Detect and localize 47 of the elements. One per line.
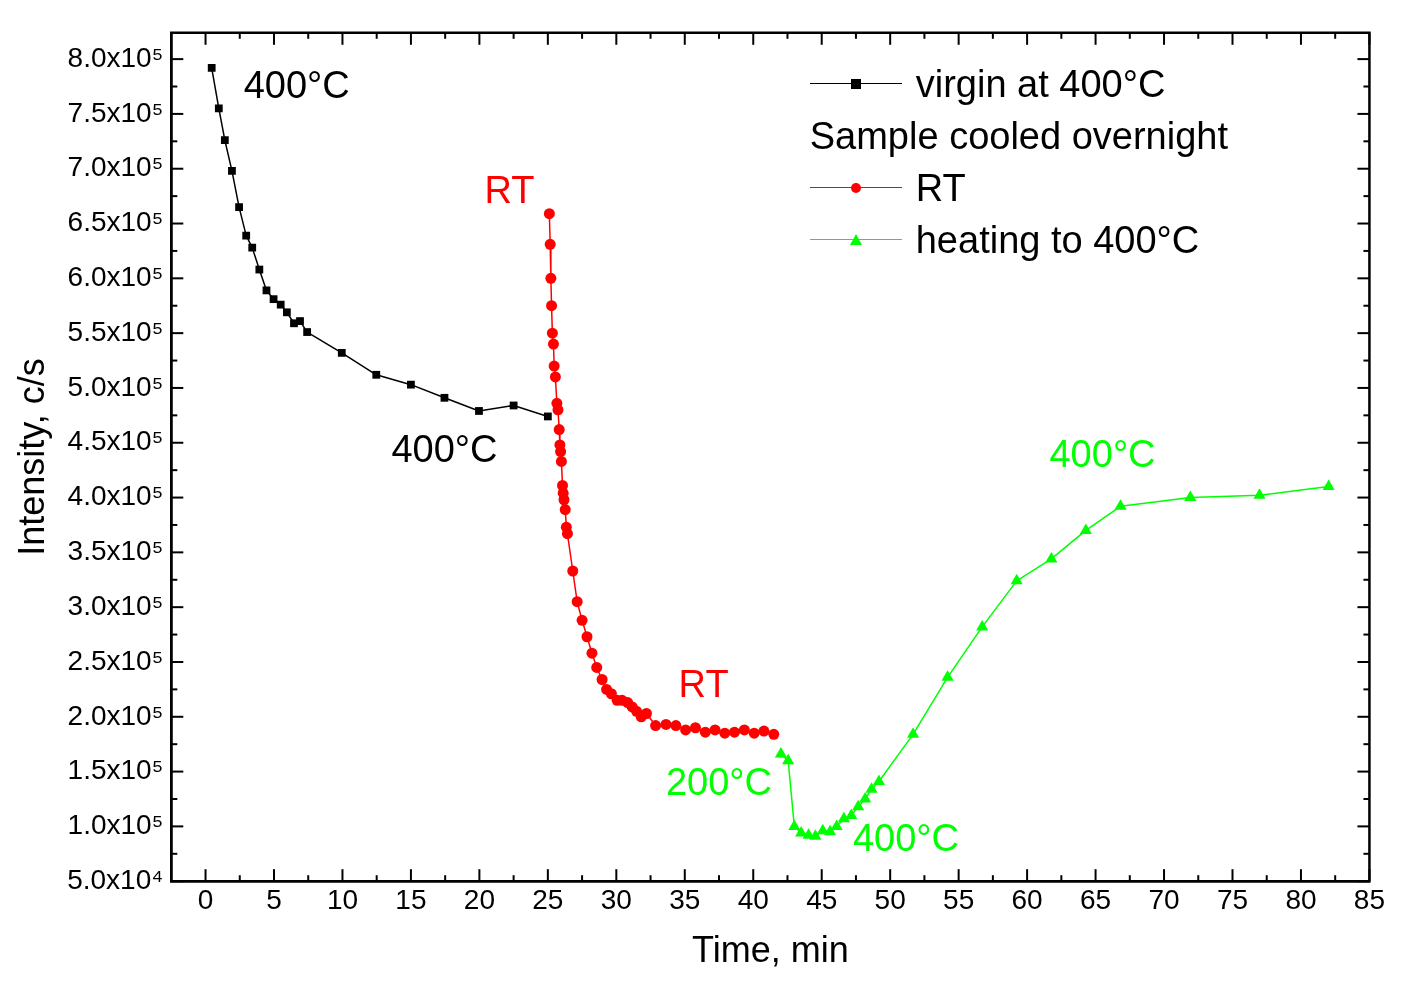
- legend-label: heating to 400°C: [915, 218, 1200, 262]
- legend-title: Sample cooled overnight: [809, 113, 1228, 159]
- annotation: RT: [678, 663, 729, 706]
- y-tick-label: 1.5x10⁵: [67, 754, 164, 786]
- y-tick-label: 3.0x10⁵: [67, 589, 164, 621]
- x-tick-label: 20: [463, 883, 495, 915]
- legend-label: RT: [915, 166, 966, 210]
- y-tick-label: 8.0x10⁵: [67, 41, 164, 73]
- legend-label: virgin at 400°C: [915, 62, 1166, 106]
- y-tick-label: 5.0x10⁴: [67, 863, 164, 895]
- x-tick-label: 65: [1079, 883, 1112, 915]
- y-tick-label: 6.0x10⁵: [67, 261, 164, 293]
- annotation: 400°C: [852, 816, 959, 859]
- annotation: RT: [484, 169, 535, 212]
- x-axis-title: Time, min: [692, 929, 849, 971]
- y-tick-label: 5.0x10⁵: [67, 370, 164, 402]
- y-tick-label: 1.0x10⁵: [67, 809, 164, 841]
- y-tick-label: 3.5x10⁵: [67, 535, 164, 567]
- x-tick-label: 5: [266, 883, 282, 915]
- annotation: 200°C: [665, 760, 772, 803]
- y-tick-label: 2.0x10⁵: [67, 699, 164, 731]
- x-tick-label: 25: [532, 883, 564, 915]
- x-tick-label: 60: [1011, 883, 1043, 915]
- x-tick-label: 50: [874, 883, 906, 915]
- y-axis-title: Intensity, c/s: [10, 358, 52, 556]
- x-tick-label: 55: [943, 883, 975, 915]
- x-tick-label: 35: [669, 883, 701, 915]
- y-tick-label: 7.5x10⁵: [67, 96, 164, 128]
- y-tick-label: 5.5x10⁵: [67, 315, 164, 347]
- annotation: 400°C: [391, 428, 498, 471]
- x-tick-label: 70: [1148, 883, 1180, 915]
- y-tick-label: 7.0x10⁵: [67, 151, 164, 183]
- x-tick-label: 85: [1353, 883, 1386, 915]
- x-tick-label: 0: [197, 883, 214, 915]
- x-tick-label: 80: [1285, 883, 1317, 915]
- x-tick-label: 40: [737, 883, 769, 915]
- x-tick-label: 15: [395, 883, 427, 915]
- x-tick-label: 30: [600, 883, 632, 915]
- x-tick-label: 45: [806, 883, 838, 915]
- x-tick-label: 10: [326, 883, 359, 915]
- y-tick-label: 6.5x10⁵: [67, 206, 164, 238]
- y-tick-label: 2.5x10⁵: [67, 644, 164, 676]
- y-tick-label: 4.0x10⁵: [67, 480, 164, 512]
- annotation: 400°C: [243, 64, 350, 107]
- y-tick-label: 4.5x10⁵: [67, 425, 164, 457]
- annotation: 400°C: [1049, 432, 1156, 475]
- x-tick-label: 75: [1216, 883, 1249, 915]
